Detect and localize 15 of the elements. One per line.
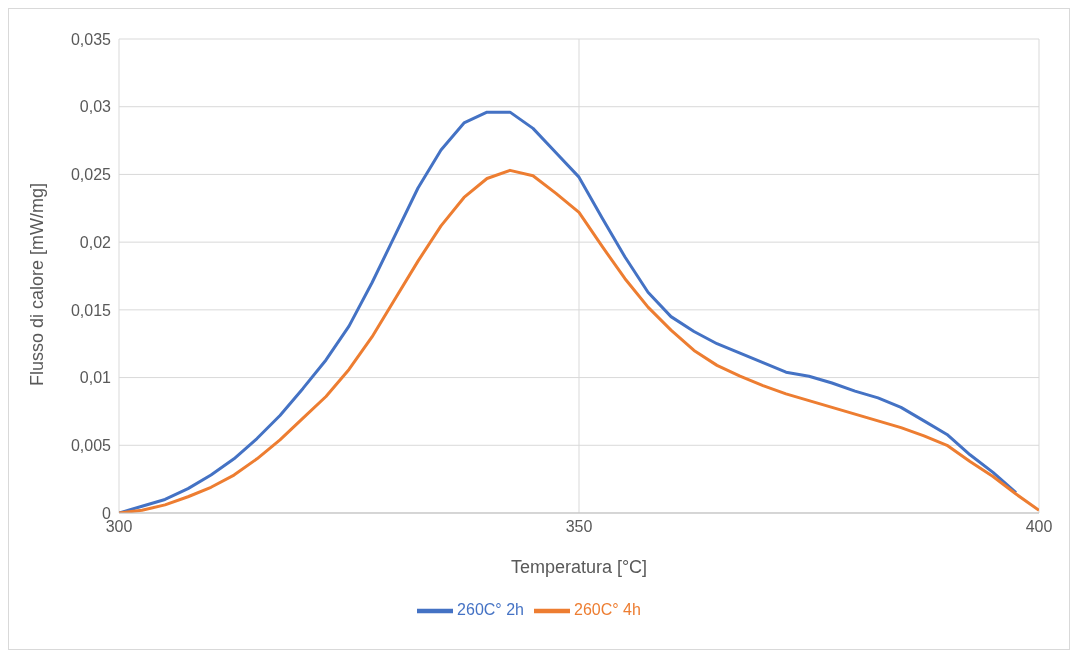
y-tick-label: 0,035 [70, 30, 112, 48]
legend-label: 260C° 4h [574, 601, 641, 619]
y-tick-label: 0,025 [70, 166, 112, 184]
line-series [119, 110, 1018, 513]
y-tick-label: 0,01 [79, 369, 112, 387]
y-tick-label: 0,015 [70, 301, 112, 319]
x-tick-label: 350 [565, 518, 593, 536]
x-tick-label: 300 [105, 518, 133, 536]
y-tick-label: 0,005 [70, 436, 112, 454]
legend-label: 260C° 2h [457, 601, 524, 619]
y-tick-label: 0,02 [79, 233, 112, 251]
y-axis-title: Flusso di calore [mW/mg] [27, 182, 48, 386]
x-axis-title: Temperatura [°C] [510, 557, 648, 577]
x-tick-label: 400 [1025, 518, 1053, 536]
y-tick-label: 0,03 [79, 98, 112, 116]
